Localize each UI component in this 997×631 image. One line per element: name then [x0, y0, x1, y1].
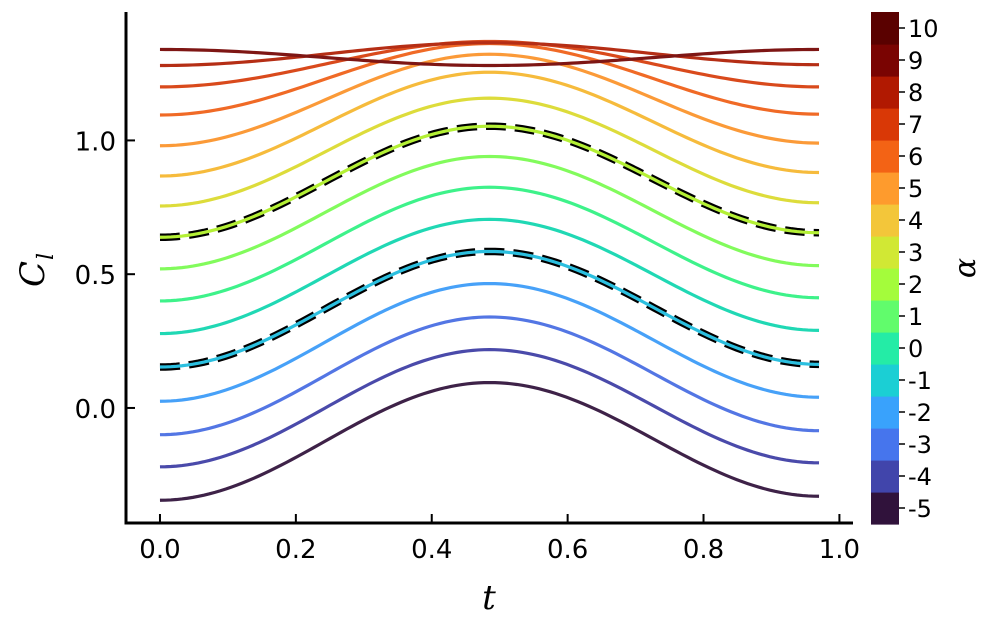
series-alpha-4 [159, 96, 820, 208]
y-tick-label: 0.5 [75, 261, 116, 291]
colorbar-tick-label: 9 [908, 47, 923, 75]
colorbar-segment [871, 204, 899, 237]
colorbar-tick-label: -5 [908, 495, 932, 523]
x-tick-label: 0.4 [411, 535, 452, 565]
colorbar-tick-label: 5 [908, 175, 923, 203]
colorbar-segment [871, 108, 899, 141]
colorbar-tick-label: -3 [908, 431, 932, 459]
colorbar-tick-label: 1 [908, 303, 923, 331]
colorbar-segment [871, 140, 899, 173]
colorbar-tick-label: 8 [908, 79, 923, 107]
x-tick-label: 0.8 [683, 535, 724, 565]
colorbar-tick-label: 3 [908, 239, 923, 267]
x-tick-label: 0.0 [139, 535, 180, 565]
x-axis-label: t [482, 578, 496, 618]
x-tick-label: 0.2 [275, 535, 316, 565]
series-alpha-3 [159, 124, 820, 239]
series-alpha-9 [159, 41, 820, 68]
series-alpha-minus-5 [159, 380, 820, 502]
colorbar: -5 -4 -3 -2 -1 0 1 2 3 4 5 6 7 8 9 10 [871, 12, 939, 525]
series-alpha-minus-2 [159, 281, 820, 403]
colorbar-tick-label: 7 [908, 111, 923, 139]
colorbar-segment [871, 460, 899, 493]
series-alpha-2 [159, 154, 820, 271]
colorbar-segment [871, 396, 899, 429]
axes: 0.0 0.2 0.4 0.6 0.8 1.0 0.0 0.5 1.0 [75, 12, 860, 565]
y-tick-label: 0.0 [75, 395, 116, 425]
colorbar-segment [871, 492, 899, 525]
series-alpha-0 [159, 217, 820, 336]
colorbar-segment [871, 172, 899, 205]
colorbar-segment [871, 236, 899, 269]
x-tick-label: 0.6 [547, 535, 588, 565]
colorbar-tick-label: -1 [908, 367, 932, 395]
colorbar-segment [871, 12, 899, 45]
series-alpha-10 [159, 47, 820, 68]
series-alpha-minus-4 [159, 348, 820, 469]
colorbar-tick-label: -2 [908, 399, 932, 427]
colorbar-segment [871, 428, 899, 461]
colorbar-segment [871, 44, 899, 77]
colorbar-tick-label: 4 [908, 207, 923, 235]
plot-lines [159, 39, 820, 502]
x-tick-label: 1.0 [819, 535, 860, 565]
series-alpha-6 [159, 52, 820, 148]
colorbar-segment [871, 332, 899, 365]
colorbar-tick-label: 6 [908, 143, 923, 171]
colorbar-tick-label: -4 [908, 463, 932, 491]
colorbar-label: α [948, 258, 983, 278]
colorbar-tick-label: 10 [908, 15, 939, 43]
colorbar-segment [871, 268, 899, 301]
series-alpha-1 [159, 185, 820, 303]
colorbar-tick-label: 0 [908, 335, 923, 363]
colorbar-segment [871, 364, 899, 397]
series-alpha-minus-1 [159, 249, 820, 369]
colorbar-tick-label: 2 [908, 271, 923, 299]
series-alpha-minus-3 [159, 315, 820, 437]
y-tick-label: 1.0 [75, 127, 116, 157]
colorbar-segment [871, 76, 899, 109]
colorbar-segment [871, 300, 899, 333]
series-alpha-5 [159, 70, 820, 178]
y-axis-label: Cl [13, 253, 59, 287]
